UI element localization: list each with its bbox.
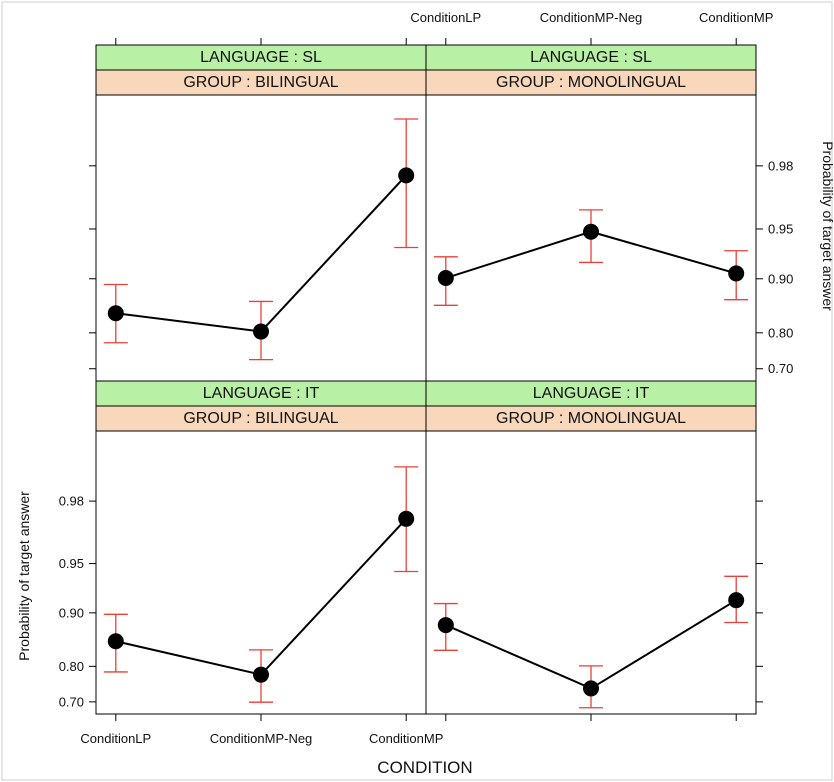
y-tick-label-left: 0.70 (59, 694, 84, 709)
data-point (583, 223, 599, 240)
language-strip-label: LANGUAGE : SL (200, 49, 322, 66)
panel-3: LANGUAGE : IT GROUP : BILINGUAL (95, 380, 427, 715)
data-point (107, 305, 124, 322)
x-tick-label-top: ConditionMP-Neg (540, 10, 643, 25)
data-point (583, 680, 599, 697)
y-tick-label-left: 0.95 (59, 556, 84, 571)
y-axis-title-right: Probability of target answer (820, 141, 834, 311)
data-point (107, 633, 124, 650)
language-strip (95, 44, 427, 71)
group-strip-label: GROUP : MONOLINGUAL (496, 74, 686, 91)
data-point (728, 265, 745, 282)
x-tick-label-bottom: ConditionLP (80, 731, 151, 746)
x-axis-title: CONDITION (377, 758, 472, 777)
language-strip (95, 380, 427, 407)
y-tick-label-left: 0.98 (59, 494, 84, 509)
y-tick-label-right: 0.98 (768, 158, 793, 173)
y-tick-label-right: 0.70 (768, 361, 793, 376)
group-strip (425, 69, 757, 96)
data-point (437, 270, 454, 287)
language-strip-label: LANGUAGE : IT (203, 385, 320, 402)
language-strip-label: LANGUAGE : SL (530, 49, 652, 66)
x-tick-label-top: ConditionLP (410, 10, 481, 25)
axes-layer: ConditionLP ConditionLP ConditionMP-Neg Con… (59, 10, 794, 746)
group-strip (95, 405, 427, 432)
y-tick-label-right: 0.90 (768, 271, 793, 286)
language-strip-label: LANGUAGE : IT (533, 385, 650, 402)
y-tick-label-right: 0.95 (768, 221, 793, 236)
group-strip-label: GROUP : MONOLINGUAL (496, 410, 686, 427)
data-point (398, 510, 415, 527)
x-tick-label-bottom: ConditionMP (369, 731, 443, 746)
y-tick-label-left: 0.80 (59, 659, 84, 674)
x-tick-label-bottom: ConditionMP-Neg (210, 731, 313, 746)
y-tick-label-right: 0.80 (768, 325, 793, 340)
group-strip-label: GROUP : BILINGUAL (183, 74, 338, 91)
group-strip-label: GROUP : BILINGUAL (183, 410, 338, 427)
panel-2: LANGUAGE : SL GROUP : MONOLINGUAL (425, 44, 757, 382)
data-point (253, 666, 269, 683)
y-tick-label-left: 0.90 (59, 605, 84, 620)
data-point (437, 617, 454, 634)
data-point (398, 167, 415, 184)
panel-4: LANGUAGE : IT GROUP : MONOLINGUAL (425, 380, 757, 715)
x-tick-label-top: ConditionMP (699, 10, 773, 25)
data-point (253, 323, 269, 340)
y-axis-title-left: Probability of target answer (16, 491, 32, 661)
group-strip (425, 405, 757, 432)
data-point (728, 592, 745, 609)
